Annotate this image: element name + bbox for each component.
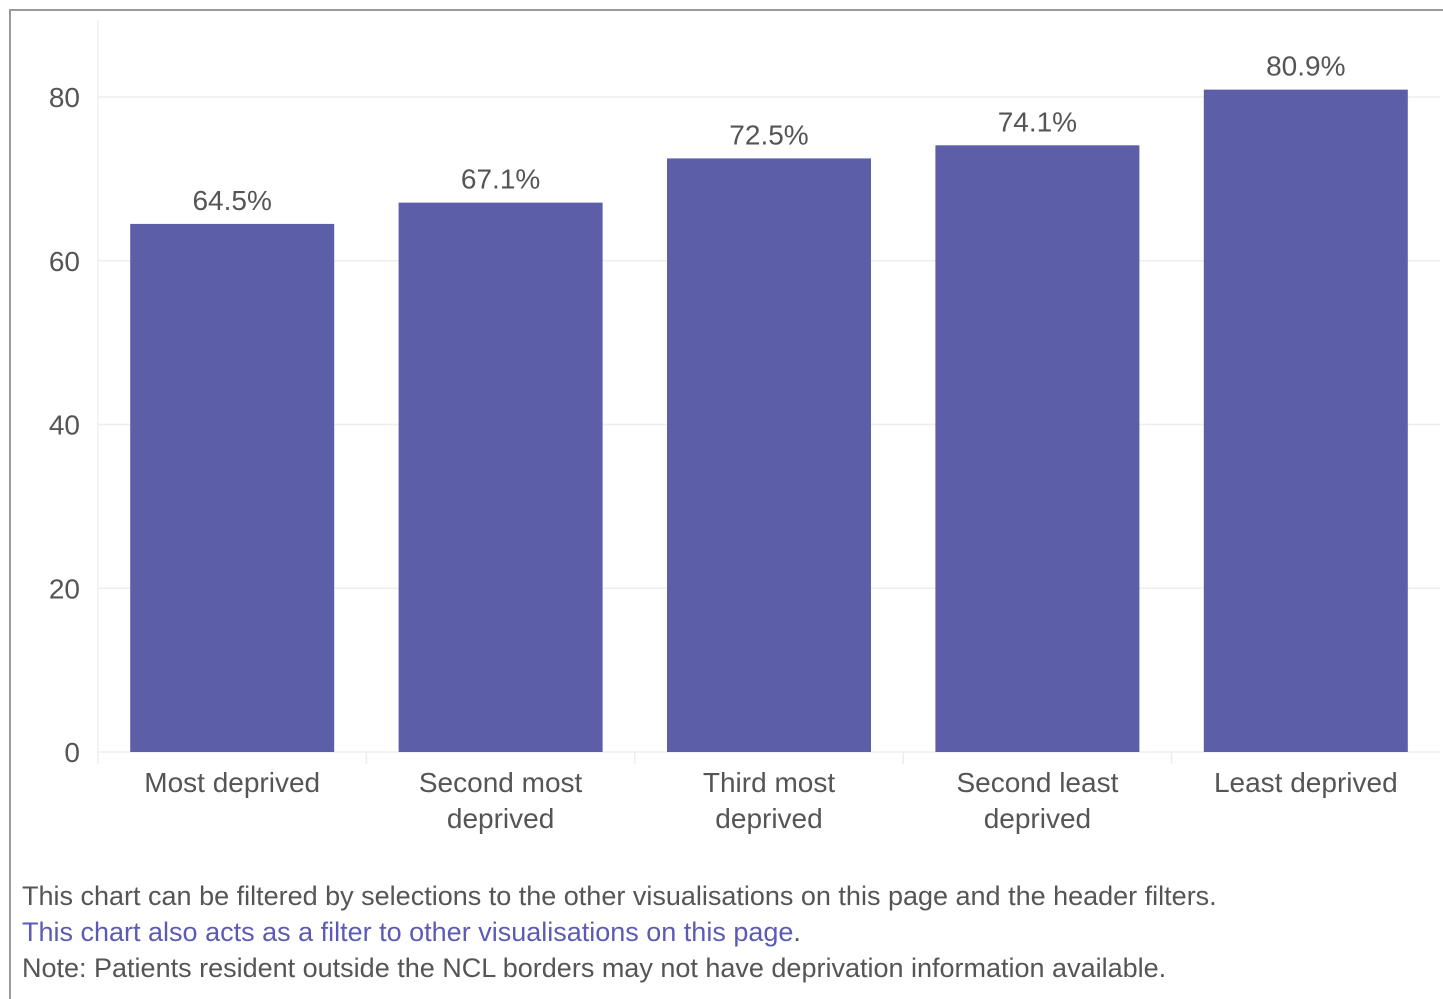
chart-notes: This chart can be filtered by selections… [22, 878, 1432, 986]
chart-frame [9, 9, 1443, 999]
x-tick-label: Second least [956, 767, 1118, 798]
data-label: 72.5% [729, 119, 808, 150]
y-tick-label: 80 [49, 82, 80, 113]
filter-link-line: This chart also acts as a filter to othe… [22, 914, 1432, 950]
deprivation-note: Note: Patients resident outside the NCL … [22, 953, 1167, 983]
filter-info-text: This chart can be filtered by selections… [22, 881, 1217, 911]
y-tick-label: 60 [49, 246, 80, 277]
y-tick-label: 20 [49, 573, 80, 604]
x-tick-label: deprived [447, 803, 554, 834]
data-label: 67.1% [461, 164, 540, 195]
filter-link[interactable]: This chart also acts as a filter to othe… [22, 917, 794, 947]
bar[interactable] [398, 202, 603, 752]
data-label: 80.9% [1266, 51, 1345, 82]
x-tick-label: Second most [419, 767, 583, 798]
x-tick-label: Third most [703, 767, 835, 798]
y-tick-label: 0 [64, 737, 80, 768]
bar[interactable] [1203, 89, 1408, 753]
x-tick-label: Least deprived [1214, 767, 1398, 798]
data-label: 74.1% [998, 106, 1077, 137]
y-tick-label: 40 [49, 410, 80, 441]
data-label: 64.5% [192, 185, 271, 216]
x-tick-label: deprived [715, 803, 822, 834]
bar[interactable] [130, 223, 335, 752]
bar-chart[interactable]: 0 20 40 60 80 64.5% Most deprived 67.1% Second m… [0, 0, 1443, 870]
filter-link-end: . [793, 917, 801, 947]
x-tick-label: deprived [984, 803, 1091, 834]
bar[interactable] [935, 145, 1140, 752]
x-tick-label: Most deprived [144, 767, 320, 798]
bar[interactable] [667, 158, 871, 752]
